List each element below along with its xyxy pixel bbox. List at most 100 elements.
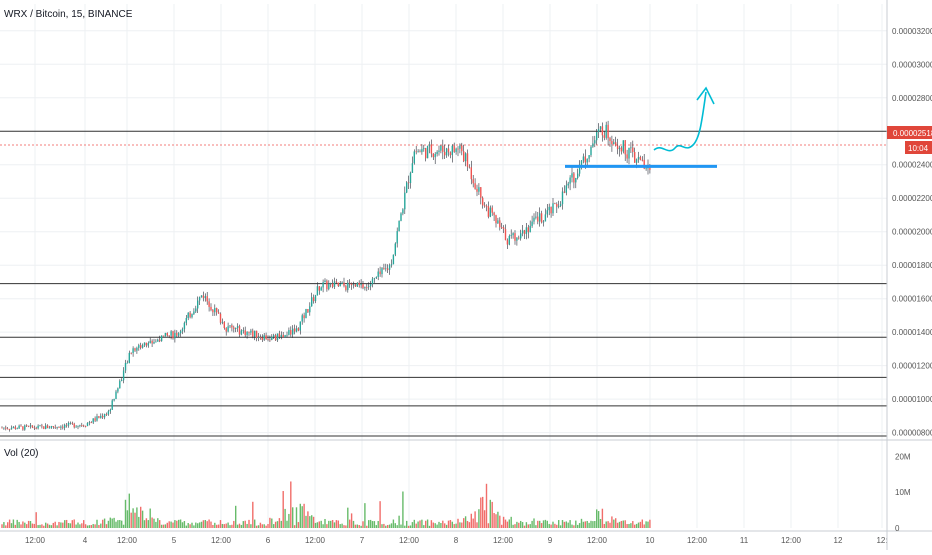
candle-body [375, 276, 377, 278]
candle-body [45, 425, 47, 429]
candle-body [162, 335, 165, 337]
volume-bar [69, 523, 72, 528]
volume-bar [523, 525, 526, 528]
volume-bar [508, 519, 510, 528]
candle-body [535, 216, 537, 218]
volume-bar [571, 524, 573, 528]
candle-body [301, 315, 303, 322]
candle-body [269, 339, 271, 341]
candle-body [100, 415, 102, 418]
volume-bar [119, 519, 121, 528]
candle-body [584, 156, 586, 163]
volume-bar [181, 522, 184, 528]
volume-bar [117, 520, 119, 528]
volume-bar [609, 522, 611, 528]
candle-body [248, 331, 250, 333]
candle-body [637, 156, 640, 160]
candle-body [147, 343, 149, 346]
volume-bar [100, 523, 102, 528]
volume-bar [371, 521, 374, 528]
volume-bar [31, 523, 34, 528]
volume-bar [445, 524, 448, 528]
volume-bar [512, 524, 514, 528]
volume-indicator-label[interactable]: Vol (20) [4, 448, 38, 459]
volume-bar [43, 525, 45, 528]
candle-body [280, 334, 282, 337]
volume-bar [506, 521, 509, 528]
volume-bar [637, 522, 640, 528]
volume-bar [86, 525, 89, 528]
volume-bar [41, 524, 43, 528]
candle-body [138, 345, 140, 348]
volume-bar [345, 525, 347, 528]
volume-bar [478, 509, 480, 528]
candle-body [599, 126, 602, 130]
price-tick-label: 0.00002200 [892, 194, 932, 203]
candle-body [259, 336, 262, 338]
volume-bar [206, 521, 208, 528]
candle-body [559, 204, 562, 206]
volume-bar [312, 516, 315, 528]
volume-bar [90, 525, 92, 528]
volume-bar [37, 525, 39, 528]
time-tick-label: 10 [646, 536, 655, 545]
candle-body [176, 332, 178, 336]
volume-bar [269, 517, 271, 528]
candle-body [20, 425, 22, 427]
volume-bar [136, 507, 138, 528]
volume-bar [362, 521, 364, 528]
volume-bar [45, 522, 47, 528]
candle-body [529, 225, 531, 233]
volume-bar [198, 522, 201, 528]
candle-body [430, 144, 433, 154]
candle-body [31, 425, 34, 428]
candle-body [33, 427, 35, 429]
volume-bar [259, 522, 262, 528]
projection-arrow [653, 91, 707, 152]
volume-bar [436, 524, 438, 528]
volume-bar [474, 511, 476, 528]
volume-bar [575, 520, 577, 528]
candle-body [292, 328, 294, 335]
volume-bar [35, 512, 37, 528]
candle-body [274, 335, 277, 341]
symbol-title[interactable]: WRX / Bitcoin, 15, BINANCE [4, 9, 133, 20]
candle-body [3, 427, 5, 429]
volume-bar [214, 522, 216, 528]
volume-bar [596, 509, 598, 528]
volume-bar [537, 520, 539, 528]
volume-bar [466, 520, 469, 528]
volume-bar [330, 520, 332, 528]
volume-bar [350, 513, 353, 528]
volume-bar [337, 520, 339, 528]
volume-bar [411, 522, 414, 528]
candle-body [472, 179, 474, 184]
volume-bar [83, 520, 85, 528]
candle-body [193, 311, 195, 315]
candle-body [242, 330, 244, 332]
volume-bar [582, 521, 585, 528]
volume-bar [290, 481, 292, 528]
volume-bar [630, 523, 632, 528]
volume-bar [489, 499, 491, 528]
volume-bar [535, 525, 537, 528]
candle-body [447, 148, 450, 153]
candle-body [305, 309, 307, 319]
candle-body [347, 282, 349, 291]
candle-body [390, 264, 393, 266]
candle-body [352, 284, 355, 286]
candle-body [64, 424, 66, 428]
volume-bar [400, 524, 402, 528]
volume-bar [402, 491, 404, 528]
candle-body [185, 318, 187, 323]
candle-body [77, 425, 79, 427]
candle-body [371, 278, 374, 285]
candle-body [362, 283, 364, 289]
volume-bar [320, 520, 322, 528]
volume-bar [143, 520, 146, 528]
candle-body [316, 286, 319, 296]
volume-bar [343, 525, 345, 528]
